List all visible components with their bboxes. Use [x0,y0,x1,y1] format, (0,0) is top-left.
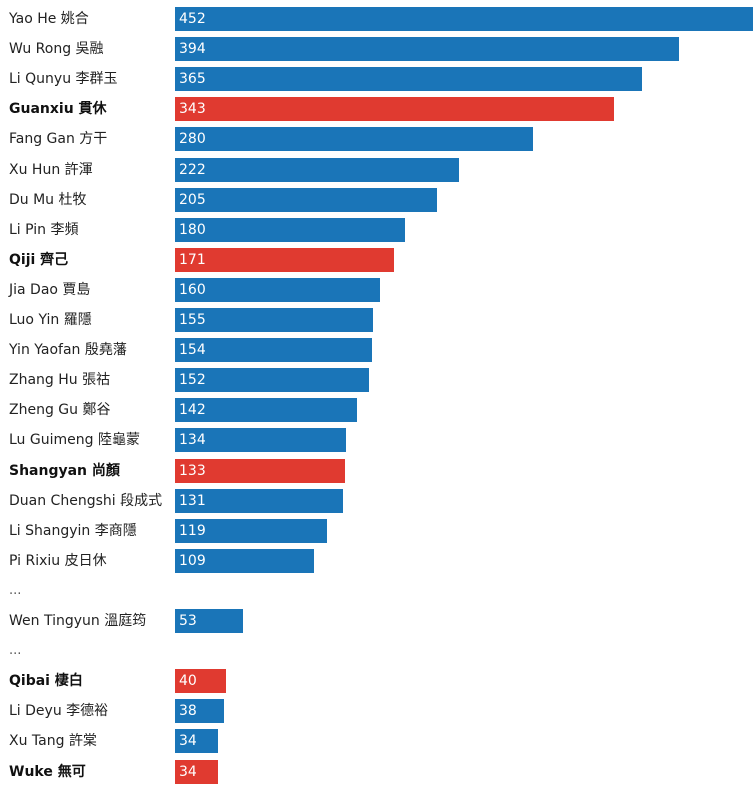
bar-value-label: 343 [179,101,206,117]
gap-ellipsis: ... [9,643,22,658]
bar-value-label: 154 [179,342,206,358]
category-label: Jia Dao 賈島 [9,282,91,298]
bar-row: Qiji 齊己 171 [0,245,753,275]
bar-row: Li Qunyu 李群玉 365 [0,64,753,94]
bar-row: Zhang Hu 張祜 152 [0,365,753,395]
bar: 280 [175,127,533,151]
bar: 109 [175,549,314,573]
bar-value-label: 171 [179,252,206,268]
bar: 152 [175,368,369,392]
bar-value-label: 133 [179,463,206,479]
category-label: Duan Chengshi 段成式 [9,493,163,509]
bar-row: Li Pin 李頻 180 [0,215,753,245]
bar: 142 [175,398,357,422]
bar-value-label: 131 [179,493,206,509]
bar-row: Xu Hun 許渾 222 [0,155,753,185]
bar-value-label: 280 [179,131,206,147]
category-label: Luo Yin 羅隱 [9,312,92,328]
category-label: Guanxiu 貫休 [9,101,107,117]
bar-value-label: 34 [179,764,197,780]
category-label: Lu Guimeng 陸龜蒙 [9,432,140,448]
category-label: Wuke 無可 [9,764,86,780]
bar: 180 [175,218,405,242]
bar-value-label: 53 [179,613,197,629]
bar-value-label: 119 [179,523,206,539]
bar-value-label: 365 [179,71,206,87]
bar: 38 [175,699,224,723]
bar: 34 [175,729,218,753]
bar-row: Pi Rixiu 皮日休 109 [0,546,753,576]
category-label: Yao He 姚合 [9,11,89,27]
bar-value-label: 109 [179,553,206,569]
bar: 131 [175,489,343,513]
category-label: Fang Gan 方干 [9,131,108,147]
bar-value-label: 160 [179,282,206,298]
bar-row: Zheng Gu 鄭谷 142 [0,395,753,425]
bar-value-label: 134 [179,432,206,448]
bar: 154 [175,338,372,362]
category-label: Xu Tang 許棠 [9,733,97,749]
category-label: Li Shangyin 李商隱 [9,523,137,539]
bar-value-label: 34 [179,733,197,749]
bar-row: Xu Tang 許棠 34 [0,726,753,756]
bar-row: Guanxiu 貫休 343 [0,94,753,124]
category-label: Wu Rong 吳融 [9,41,104,57]
bar: 53 [175,609,243,633]
category-label: Du Mu 杜牧 [9,192,87,208]
gap-ellipsis: ... [9,583,22,598]
bar-highlight: 133 [175,459,345,483]
bar-highlight: 34 [175,760,218,784]
category-label: Li Pin 李頻 [9,222,79,238]
bar: 452 [175,7,753,31]
category-label: Pi Rixiu 皮日休 [9,553,107,569]
bar-row: Wu Rong 吳融 394 [0,34,753,64]
bar-value-label: 40 [179,673,197,689]
bar-row: Shangyan 尚顏 133 [0,456,753,486]
bar-row: Du Mu 杜牧 205 [0,185,753,215]
bar-row: Fang Gan 方干 280 [0,124,753,154]
category-label: Wen Tingyun 溫庭筠 [9,613,147,629]
bar-row: Yao He 姚合 452 [0,4,753,34]
bar-value-label: 205 [179,192,206,208]
bar-value-label: 38 [179,703,197,719]
bar-value-label: 152 [179,372,206,388]
category-label: Qibai 棲白 [9,673,83,689]
bar-value-label: 142 [179,402,206,418]
bar-row: Li Deyu 李德裕 38 [0,696,753,726]
bar-value-label: 452 [179,11,206,27]
bar: 394 [175,37,679,61]
bar-highlight: 343 [175,97,614,121]
bar-highlight: 171 [175,248,394,272]
category-label: Li Deyu 李德裕 [9,703,109,719]
bar-value-label: 222 [179,162,206,178]
bar: 222 [175,158,459,182]
category-label: Zhang Hu 張祜 [9,372,111,388]
bar-row: Qibai 棲白 40 [0,666,753,696]
category-label: Li Qunyu 李群玉 [9,71,118,87]
bar-value-label: 155 [179,312,206,328]
bar: 160 [175,278,380,302]
bar-row: Duan Chengshi 段成式 131 [0,486,753,516]
bar-row: Jia Dao 賈島 160 [0,275,753,305]
bar-row: Li Shangyin 李商隱 119 [0,516,753,546]
category-label: Shangyan 尚顏 [9,463,120,479]
bar: 155 [175,308,373,332]
bar-row: Lu Guimeng 陸龜蒙 134 [0,425,753,455]
bar: 119 [175,519,327,543]
bar-row: Luo Yin 羅隱 155 [0,305,753,335]
category-label: Yin Yaofan 殷堯藩 [9,342,127,358]
bar: 365 [175,67,642,91]
bar-row: Wuke 無可 34 [0,757,753,787]
bar-row: Yin Yaofan 殷堯藩 154 [0,335,753,365]
category-label: Xu Hun 許渾 [9,162,93,178]
category-label: Zheng Gu 鄭谷 [9,402,111,418]
bar-highlight: 40 [175,669,226,693]
category-label: Qiji 齊己 [9,252,69,268]
bar: 205 [175,188,437,212]
bar: 134 [175,428,346,452]
bar-value-label: 180 [179,222,206,238]
bar-row: Wen Tingyun 溫庭筠 53 [0,606,753,636]
bar-value-label: 394 [179,41,206,57]
